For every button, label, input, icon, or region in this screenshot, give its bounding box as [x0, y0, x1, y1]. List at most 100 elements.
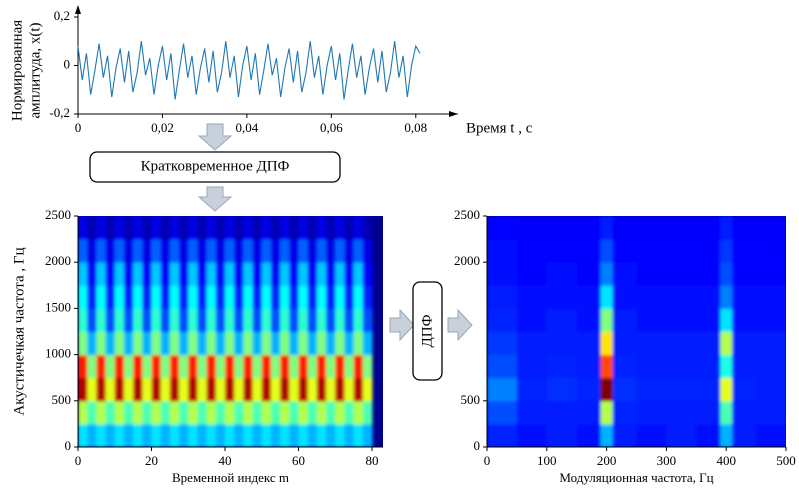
- heat-cell: [142, 400, 152, 425]
- heat-cell: [114, 308, 125, 332]
- heat-cell: [487, 354, 518, 379]
- heat-cell: [732, 262, 757, 286]
- heat-cell: [344, 262, 355, 286]
- heat-cell: [87, 308, 97, 332]
- heat-cell: [105, 423, 116, 447]
- y-axis-label: Акустичечкая частота , Гц: [11, 247, 27, 415]
- heat-cell: [261, 331, 272, 356]
- heat-cell: [612, 423, 637, 447]
- heat-cell: [197, 262, 208, 286]
- heat-cell: [123, 262, 134, 286]
- arrow-right: [389, 308, 415, 342]
- heat-cell: [362, 285, 373, 309]
- heat-cell: [335, 354, 345, 379]
- heat-cell: [179, 423, 189, 447]
- heat-cell: [353, 400, 364, 425]
- y-tick-label: 0: [65, 438, 72, 453]
- heat-cell: [78, 308, 88, 332]
- heat-cell: [636, 354, 667, 379]
- heat-cell: [142, 216, 152, 240]
- heat-cell: [298, 354, 309, 379]
- heat-cell: [105, 239, 116, 263]
- heat-cell: [114, 331, 125, 356]
- heat-cell: [666, 423, 697, 447]
- heat-cell: [169, 239, 180, 263]
- heat-cell: [546, 331, 578, 356]
- heat-cell: [215, 400, 226, 425]
- heat-cell: [105, 216, 116, 240]
- heat-cell: [316, 377, 327, 402]
- heat-cell: [600, 262, 614, 286]
- heat-cell: [666, 354, 697, 379]
- y-tick-label: 0: [474, 438, 481, 453]
- heat-cell: [234, 285, 244, 309]
- heat-cell: [307, 239, 318, 263]
- heat-cell: [96, 331, 107, 356]
- heat-cell: [133, 423, 143, 447]
- heat-cell: [732, 377, 757, 402]
- heat-cell: [243, 400, 254, 425]
- heat-cell: [720, 423, 733, 447]
- heat-cell: [215, 239, 226, 263]
- heat-cell: [576, 262, 602, 286]
- signal-line: [77, 41, 421, 100]
- heat-cell: [666, 285, 697, 309]
- heat-cell: [243, 308, 254, 332]
- heat-cell: [326, 377, 336, 402]
- heat-cell: [732, 331, 757, 356]
- heat-cell: [487, 308, 518, 332]
- x-axis-label: Временной индекс m: [172, 470, 289, 485]
- heat-cell: [546, 423, 578, 447]
- heat-cell: [546, 400, 578, 425]
- heat-cell: [353, 377, 364, 402]
- heat-cell: [133, 216, 143, 240]
- heat-cell: [546, 216, 578, 240]
- heat-cell: [289, 285, 299, 309]
- heat-cell: [197, 285, 208, 309]
- heat-cell: [215, 285, 226, 309]
- heat-cell: [160, 308, 171, 332]
- x-tick-label: 0: [484, 453, 491, 468]
- heat-cell: [188, 331, 198, 356]
- heat-cell: [123, 216, 134, 240]
- heat-cell: [87, 262, 97, 286]
- heat-cell: [234, 262, 244, 286]
- arrow-down: [197, 123, 233, 151]
- heat-cell: [280, 400, 290, 425]
- heat-cell: [160, 216, 171, 240]
- heat-cell: [179, 285, 189, 309]
- heat-cell: [307, 377, 318, 402]
- heat-cell: [696, 400, 721, 425]
- heat-cell: [151, 285, 162, 309]
- heat-cell: [636, 285, 667, 309]
- heat-cell: [298, 262, 309, 286]
- x-tick-label: 300: [657, 453, 677, 468]
- axis-arrow: [75, 5, 81, 14]
- heat-cell: [179, 331, 189, 356]
- heat-cell: [696, 239, 721, 263]
- heat-cell: [600, 216, 614, 240]
- heat-cell: [732, 308, 757, 332]
- heat-cell: [546, 354, 578, 379]
- heat-cell: [151, 354, 162, 379]
- heat-cell: [289, 377, 299, 402]
- heat-cell: [114, 239, 125, 263]
- heat-cell: [720, 216, 733, 240]
- heat-cell: [234, 216, 244, 240]
- heat-cell: [636, 400, 667, 425]
- heat-cell: [78, 285, 88, 309]
- heat-cell: [87, 239, 97, 263]
- x-axis-label: Модуляционная частота, Гц: [559, 470, 713, 485]
- heat-cell: [188, 239, 198, 263]
- heat-cell: [151, 262, 162, 286]
- heat-cell: [234, 331, 244, 356]
- heat-cell: [206, 308, 217, 332]
- heat-cell: [335, 377, 345, 402]
- heat-cell: [243, 262, 254, 286]
- heat-cell: [600, 423, 614, 447]
- heat-cell: [179, 239, 189, 263]
- heat-cell: [720, 285, 733, 309]
- y-tick-label: -0,2: [49, 105, 70, 120]
- heat-cell: [215, 377, 226, 402]
